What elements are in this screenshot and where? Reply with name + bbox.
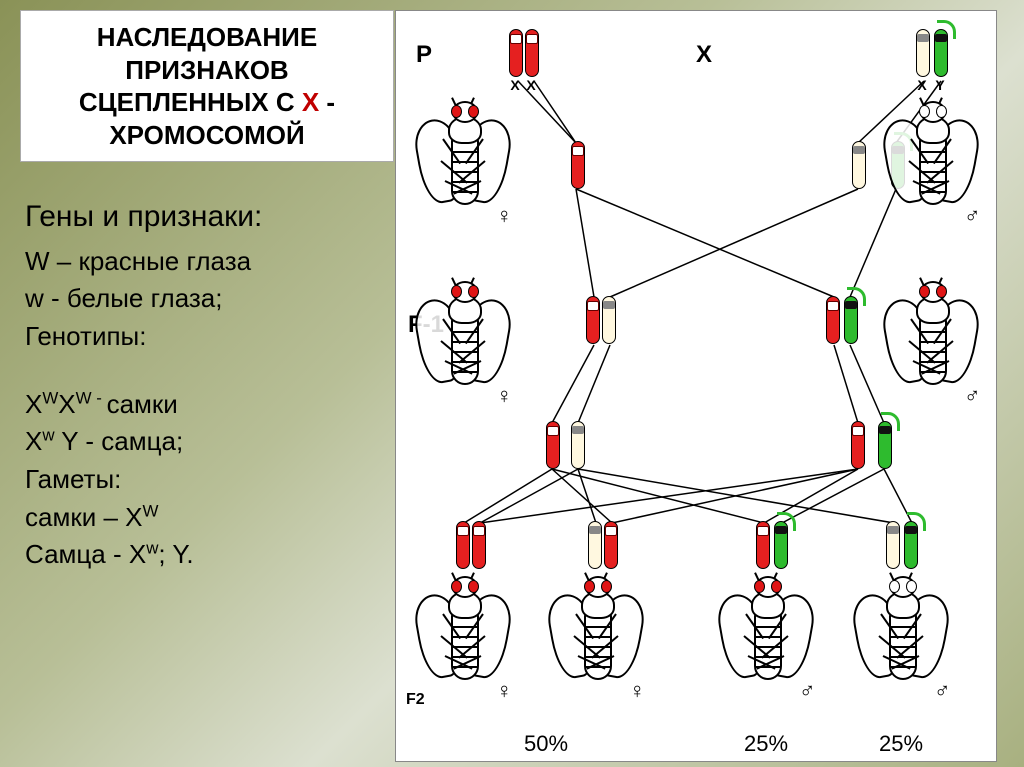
title-line1: НАСЛЕДОВАНИЕ [97,22,317,52]
fly-red-female: ♀ [551,566,641,701]
sex-symbol: ♂ [934,678,951,704]
male-genotype: Xw Y - самца; [25,423,385,461]
chromosome-green [878,421,892,469]
chromosome-red [472,521,486,569]
chromosome-red [509,29,523,77]
chromosome-red [826,296,840,344]
title-line3: СЦЕПЛЕННЫХ С [79,87,295,117]
fly-white-male: ♂ [856,566,946,701]
fly-red-female: ♀ [418,91,508,226]
genes-description: Гены и признаки: W – красные глаза w - б… [25,195,385,574]
fly-red-female: ♀ [418,271,508,406]
chromosome-green [774,521,788,569]
chromosome-red [604,521,618,569]
title-line2: ПРИЗНАКОВ [125,55,288,85]
female-genotype: XWXW - самки [25,386,385,424]
sex-symbol: ♀ [496,203,513,229]
sex-symbol: ♂ [964,203,981,229]
chr-label-x2: X [524,77,538,93]
pct-50: 50% [506,731,586,757]
allele-w: w - белые глаза; [25,280,385,318]
slide-title: НАСЛЕДОВАНИЕ ПРИЗНАКОВ СЦЕПЛЕННЫХ С Х - … [20,10,394,162]
chromosome-red [525,29,539,77]
chromosome-red [571,141,585,189]
chromosome-white [886,521,900,569]
genotypes-label: Генотипы: [25,318,385,356]
chromosome-white [571,421,585,469]
gametes-label: Гаметы: [25,461,385,499]
inheritance-diagram: P X F-1 F2 X X X Y 50% 25% 25% ♀♂♀♂♀♀♂♂ [395,10,997,762]
chromosome-red [546,421,560,469]
chromosome-green [904,521,918,569]
title-dash: - [319,87,335,117]
female-gametes: самки – XW [25,499,385,537]
chromosome-white [916,29,930,77]
pct-25a: 25% [726,731,806,757]
sex-symbol: ♀ [496,678,513,704]
title-x: Х [302,87,319,117]
sex-symbol: ♂ [799,678,816,704]
chromosome-red [456,521,470,569]
sex-symbol: ♂ [964,383,981,409]
sex-symbol: ♀ [496,383,513,409]
chromosome-red [586,296,600,344]
genes-heading: Гены и признаки: [25,195,385,239]
sex-symbol: ♀ [629,678,646,704]
chromosome-white [852,141,866,189]
chromosome-white [602,296,616,344]
fly-red-female: ♀ [418,566,508,701]
chromosome-green [844,296,858,344]
chromosome-red [851,421,865,469]
fly-red-male: ♂ [886,271,976,406]
pct-25b: 25% [861,731,941,757]
title-line4: ХРОМОСОМОЙ [109,120,304,150]
chr-label-x1: X [508,77,522,93]
male-gametes: Самца - Xw; Y. [25,536,385,574]
chromosome-white [588,521,602,569]
fly-red-male: ♂ [721,566,811,701]
fly-white-male: ♂ [886,91,976,226]
chromosome-red [756,521,770,569]
allele-W: W – красные глаза [25,243,385,281]
chromosome-green [934,29,948,77]
label-cross: X [696,41,712,69]
label-P: P [416,41,432,69]
